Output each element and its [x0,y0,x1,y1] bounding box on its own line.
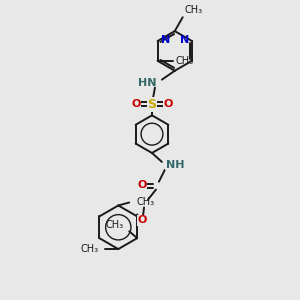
Text: CH₃: CH₃ [80,244,98,254]
Text: CH₃: CH₃ [185,5,203,15]
Text: N: N [180,35,189,45]
Text: NH: NH [166,160,184,170]
Text: O: O [137,180,147,190]
Text: S: S [148,98,157,111]
Text: CH₃: CH₃ [136,196,154,206]
Text: O: O [163,99,172,110]
Text: O: O [137,215,147,225]
Text: N: N [160,35,170,45]
Text: O: O [131,99,141,110]
Text: CH₃: CH₃ [176,56,194,66]
Text: HN: HN [138,78,157,88]
Text: CH₃: CH₃ [105,220,123,230]
